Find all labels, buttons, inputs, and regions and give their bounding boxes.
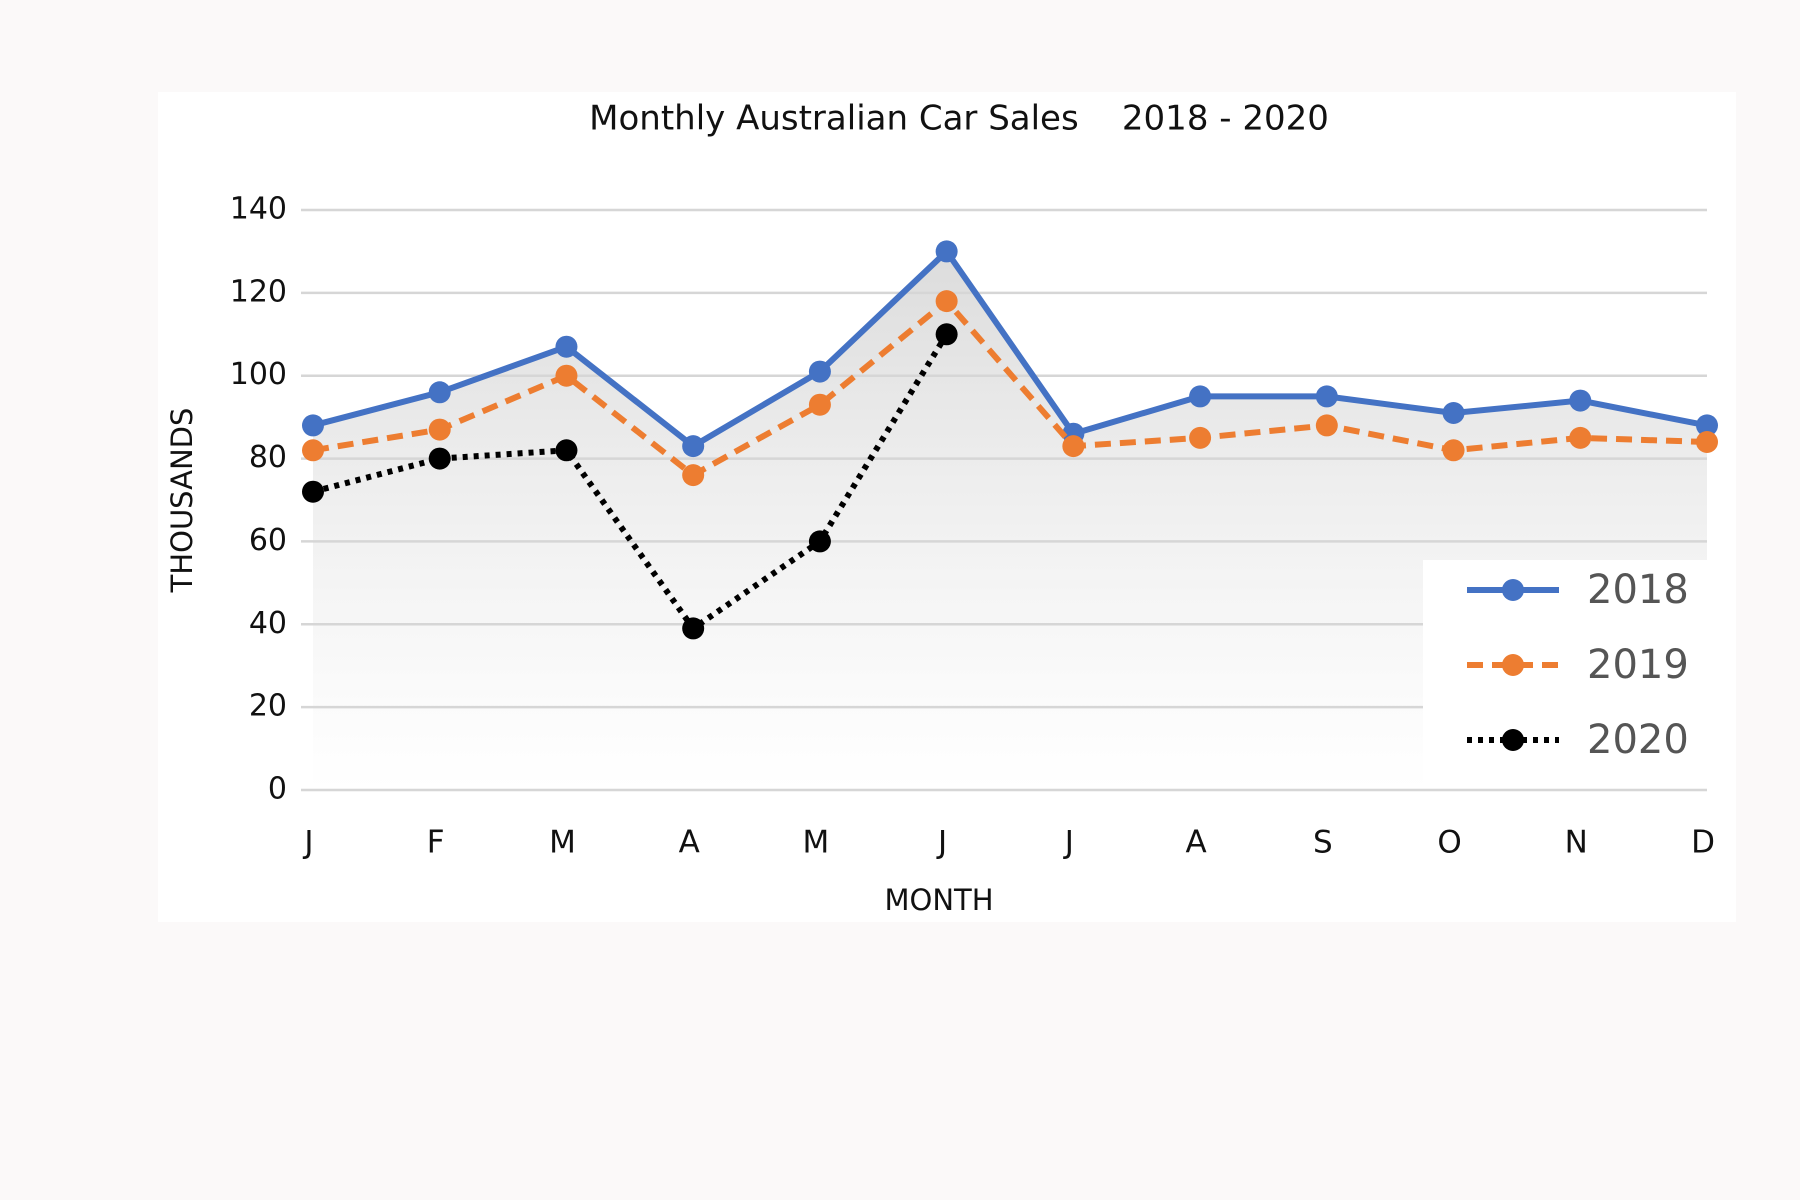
data-point (1696, 431, 1718, 453)
series-line (312, 246, 1708, 450)
data-point (1442, 439, 1465, 462)
data-point (555, 364, 578, 387)
data-point (1189, 385, 1212, 408)
legend-marker (1502, 729, 1524, 751)
data-point (302, 439, 324, 462)
x-tick-label: D (1691, 825, 1715, 861)
data-point (1696, 414, 1718, 437)
chart-title: Monthly Australian Car Sales 2018 - 2020 (589, 99, 1329, 139)
x-tick-label: N (1565, 825, 1588, 861)
data-point (808, 360, 831, 383)
x-tick-label: J (302, 825, 313, 861)
data-point (682, 464, 705, 487)
x-tick-label: S (1313, 825, 1333, 861)
data-point (682, 435, 705, 458)
data-point (555, 439, 578, 462)
data-point (1189, 426, 1212, 449)
y-tick-label: 60 (249, 523, 287, 558)
y-tick-label: 120 (230, 274, 287, 309)
legend-box (1423, 560, 1723, 785)
x-tick-label: O (1437, 825, 1461, 861)
data-point (935, 323, 958, 346)
data-point (302, 480, 324, 503)
legend-marker (1502, 579, 1524, 601)
data-point (935, 240, 958, 263)
x-axis-title: MONTH (884, 883, 993, 917)
data-point (1569, 389, 1592, 412)
y-tick-label: 0 (268, 772, 287, 807)
legend-label: 2020 (1587, 717, 1689, 763)
data-point (808, 393, 831, 416)
x-tick-label: M (803, 825, 830, 861)
y-tick-label: 80 (249, 440, 287, 475)
data-point (428, 381, 451, 404)
x-tick-label: M (549, 825, 576, 861)
data-point (682, 617, 705, 640)
data-point (935, 290, 958, 313)
y-tick-label: 20 (249, 689, 287, 724)
x-tick-label: J (1063, 825, 1074, 861)
data-point (1442, 402, 1465, 424)
y-tick-label: 100 (230, 357, 287, 392)
legend-marker (1502, 654, 1524, 676)
x-tick-label: A (1185, 825, 1206, 861)
series-line (312, 296, 1708, 479)
data-point (1315, 385, 1338, 408)
data-point (555, 335, 578, 358)
y-tick-label: 140 (230, 192, 287, 227)
x-tick-label: F (427, 825, 445, 861)
legend-label: 2018 (1587, 567, 1689, 613)
legend-label: 2019 (1587, 642, 1689, 688)
data-point (428, 447, 451, 470)
data-point (1569, 426, 1592, 449)
series-line (312, 332, 950, 633)
data-point (1062, 435, 1085, 458)
y-axis-title: THOUSANDS (165, 408, 199, 594)
data-point (428, 418, 451, 441)
data-point (1315, 414, 1338, 437)
x-tick-label: A (679, 825, 700, 861)
data-point (808, 530, 831, 553)
data-point (302, 414, 324, 437)
area-fill (313, 251, 1707, 790)
x-tick-label: J (936, 825, 947, 861)
y-tick-label: 40 (249, 606, 287, 641)
